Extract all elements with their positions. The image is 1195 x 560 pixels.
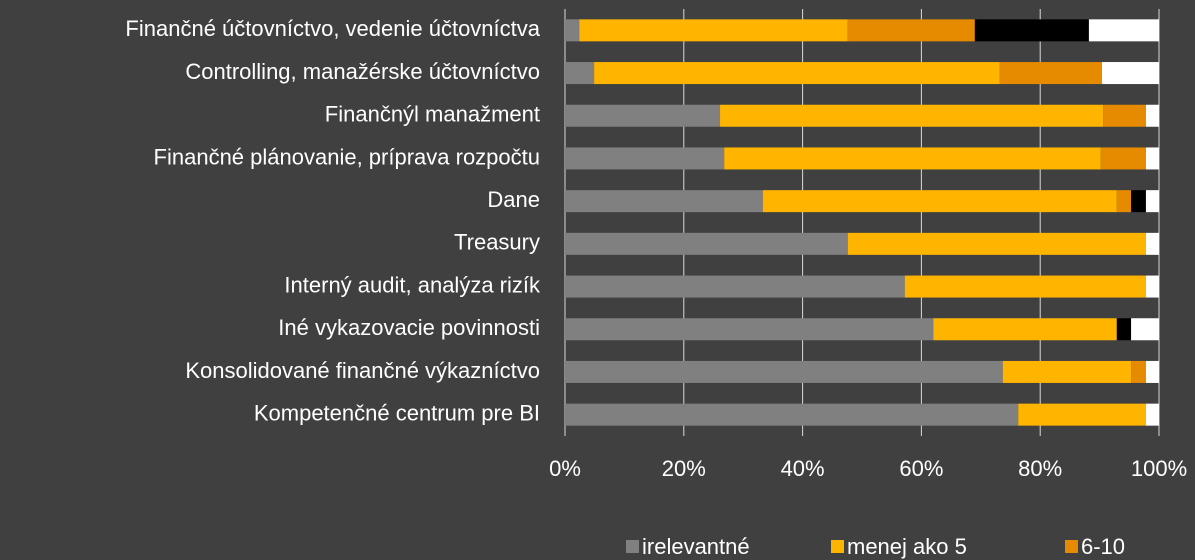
y-tick-label: Finančné plánovanie, príprava rozpočtu (154, 144, 540, 169)
y-tick-label: Interný audit, analýza rizík (284, 272, 541, 297)
x-tick-label: 80% (1018, 456, 1062, 481)
bar-segment (933, 318, 1117, 341)
bar-segment (1018, 403, 1146, 426)
bar-segment (1131, 360, 1146, 383)
x-tick-label: 0% (549, 456, 581, 481)
legend-swatch (831, 540, 844, 553)
y-tick-label: Dane (487, 187, 540, 212)
legend-label: menej ako 5 (847, 534, 967, 559)
bar-segment (762, 190, 1117, 213)
bar-segment (594, 62, 1000, 85)
bar-segment (974, 19, 1089, 42)
legend-swatch (1065, 540, 1078, 553)
bar-segment (724, 147, 1101, 170)
bar-segment (904, 275, 1146, 298)
bar-segment (1088, 19, 1159, 42)
y-tick-label: Finančné účtovníctvo, vedenie účtovníctv… (125, 16, 540, 41)
bar-segment (1145, 360, 1159, 383)
bar-segment (1100, 147, 1146, 170)
bar-segment (565, 147, 725, 170)
bar-segment (579, 19, 848, 42)
bar-segment (999, 62, 1102, 85)
legend-swatch (626, 540, 639, 553)
bar-segment (1101, 62, 1159, 85)
bar-segment (565, 318, 934, 341)
bar-segment (565, 275, 905, 298)
legend-label: 6-10 (1081, 534, 1125, 559)
bar-segment (847, 232, 1146, 255)
y-tick-label: Iné vykazovacie povinnosti (278, 315, 540, 340)
x-tick-label: 20% (662, 456, 706, 481)
y-tick-label: Controlling, manažérske účtovníctvo (185, 59, 540, 84)
bar-segment (565, 403, 1019, 426)
x-tick-label: 60% (899, 456, 943, 481)
bar-segment (1145, 147, 1159, 170)
bar-segment (1145, 403, 1159, 426)
bar-segment (565, 232, 848, 255)
bar-segment (565, 62, 595, 85)
x-tick-label: 40% (781, 456, 825, 481)
bar-segment (1131, 190, 1146, 213)
x-tick-label: 100% (1131, 456, 1187, 481)
bar-segment (1116, 318, 1132, 341)
bar-segment (565, 104, 721, 127)
bar-segment (1145, 190, 1159, 213)
bar-segment (1145, 232, 1159, 255)
bar-segment (1116, 190, 1132, 213)
bar-segment (1103, 104, 1146, 127)
y-tick-label: Treasury (454, 230, 540, 255)
bar-segment (847, 19, 975, 42)
y-tick-label: Kompetenčné centrum pre BI (254, 400, 540, 425)
bar-segment (1145, 104, 1159, 127)
y-tick-label: Konsolidované finančné výkazníctvo (185, 358, 540, 383)
y-tick-label: Finančnýl manažment (325, 102, 540, 127)
bar-segment (1131, 318, 1159, 341)
legend-label: irelevantné (642, 534, 750, 559)
bar-segment (565, 190, 763, 213)
bar-segment (565, 19, 580, 42)
bar-segment (1002, 360, 1132, 383)
bar-segment (1145, 275, 1159, 298)
bar-segment (720, 104, 1104, 127)
bar-segment (565, 360, 1003, 383)
